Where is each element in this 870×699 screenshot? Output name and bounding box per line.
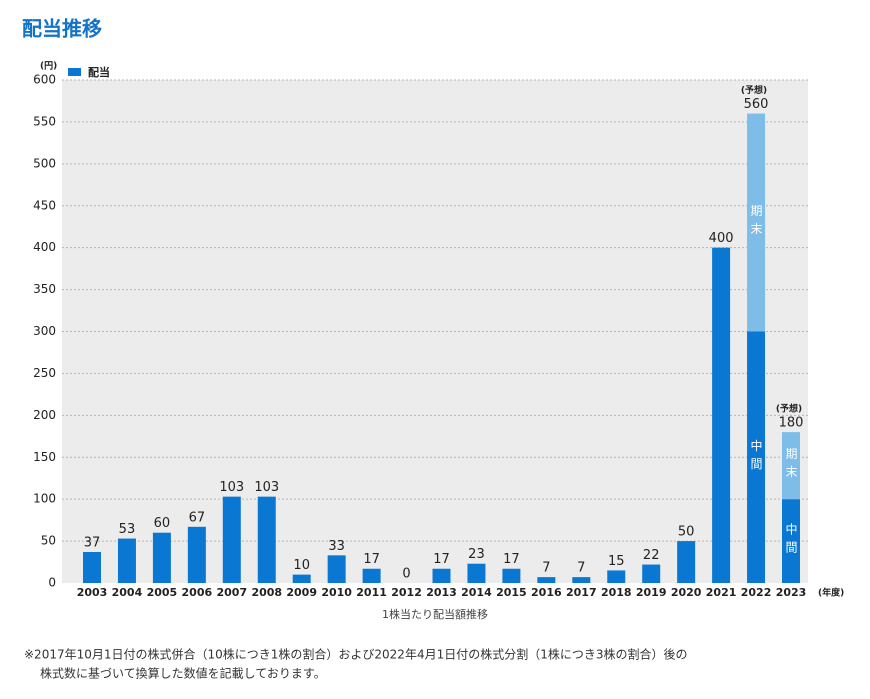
bar-forecast — [747, 113, 766, 332]
y-tick-label: 0 — [48, 576, 56, 590]
data-label: 7 — [577, 561, 585, 576]
data-label: 17 — [433, 552, 450, 567]
data-label: 17 — [503, 552, 520, 567]
data-label: 103 — [254, 480, 279, 495]
x-tick-label: 2014 — [461, 586, 492, 599]
bar — [747, 331, 766, 583]
bar — [467, 563, 486, 583]
bar — [117, 538, 136, 583]
x-tick-label: 2019 — [636, 586, 667, 599]
bar — [712, 247, 731, 583]
y-tick-label: 300 — [33, 324, 56, 338]
x-tick-label: 2017 — [566, 586, 597, 599]
y-tick-label: 550 — [33, 114, 56, 128]
x-tick-label: 2005 — [147, 586, 178, 599]
x-tick-label: 2012 — [391, 586, 422, 599]
y-tick-label: 600 — [33, 73, 56, 87]
y-tick-label: 450 — [33, 198, 56, 212]
y-tick-label: 400 — [33, 240, 56, 254]
y-tick-label: 500 — [33, 156, 56, 170]
bar — [677, 541, 696, 583]
data-label: 22 — [643, 548, 660, 563]
bar — [292, 574, 311, 583]
x-tick-label: 2009 — [286, 586, 317, 599]
chart-title: 配当推移 — [22, 17, 102, 41]
x-tick-label: 2020 — [671, 586, 702, 599]
y-unit: (円) — [40, 61, 57, 72]
x-tick-label: 2018 — [601, 586, 632, 599]
bar — [152, 532, 171, 583]
segment-label: 中間 — [749, 438, 763, 475]
bar — [642, 564, 661, 583]
bar — [83, 551, 101, 583]
bar-forecast — [782, 432, 800, 500]
bar — [537, 577, 556, 583]
x-tick-label: 2010 — [321, 586, 352, 599]
data-label: 180 — [779, 416, 804, 431]
footnote: ※2017年10月1日付の株式併合（10株につき1株の割合）および2022年4月… — [24, 647, 688, 662]
x-tick-label: 2021 — [706, 586, 737, 599]
bar — [187, 526, 206, 583]
x-tick-label: 2011 — [356, 586, 387, 599]
data-label: 23 — [468, 547, 485, 562]
x-tick-label: 2004 — [112, 586, 143, 599]
data-label: 560 — [744, 97, 769, 112]
bar — [607, 570, 626, 583]
y-tick-label: 200 — [33, 408, 56, 422]
y-tick-label: 350 — [33, 282, 56, 296]
x-tick-label: 2016 — [531, 586, 562, 599]
data-label: 50 — [678, 525, 695, 540]
y-tick-label: 100 — [33, 492, 56, 506]
data-label: 10 — [293, 558, 310, 573]
data-label: 103 — [219, 480, 244, 495]
data-label: 0 — [402, 567, 410, 582]
data-label: 53 — [119, 522, 136, 537]
forecast-note: (予想) — [741, 84, 767, 96]
forecast-note: (予想) — [776, 403, 802, 415]
y-tick-label: 150 — [33, 450, 56, 464]
x-tick-label: 2023 — [776, 586, 807, 599]
x-unit: (年度) — [818, 587, 844, 599]
x-axis-label: 1株当たり配当額推移 — [382, 607, 488, 621]
data-label: 7 — [542, 561, 550, 576]
bar — [257, 496, 276, 583]
bar — [362, 568, 381, 583]
data-label: 17 — [363, 552, 380, 567]
x-tick-label: 2003 — [77, 586, 108, 599]
segment-label: 期末 — [749, 204, 763, 240]
x-tick-label: 2015 — [496, 586, 527, 599]
x-tick-label: 2008 — [251, 586, 282, 599]
data-label: 60 — [154, 516, 171, 531]
footnote: 株式数に基づいて換算した数値を記載しております。 — [40, 666, 326, 681]
bar — [782, 499, 800, 583]
legend-label: 配当 — [88, 65, 110, 79]
legend-swatch — [68, 68, 81, 76]
x-tick-label: 2022 — [741, 586, 772, 599]
data-label: 33 — [328, 539, 345, 554]
y-tick-label: 250 — [33, 366, 56, 380]
data-label: 67 — [189, 510, 206, 525]
data-label: 400 — [709, 231, 734, 246]
bar — [327, 555, 346, 583]
data-label: 37 — [84, 535, 101, 550]
bar — [502, 568, 521, 583]
segment-label: 中間 — [784, 522, 798, 559]
x-tick-label: 2013 — [426, 586, 457, 599]
bar — [432, 568, 451, 583]
data-label: 15 — [608, 554, 625, 569]
x-tick-label: 2006 — [182, 586, 213, 599]
segment-label: 期末 — [784, 447, 798, 483]
bar — [222, 496, 241, 583]
x-tick-label: 2007 — [216, 586, 247, 599]
bar — [572, 577, 591, 583]
y-tick-label: 50 — [41, 534, 56, 548]
